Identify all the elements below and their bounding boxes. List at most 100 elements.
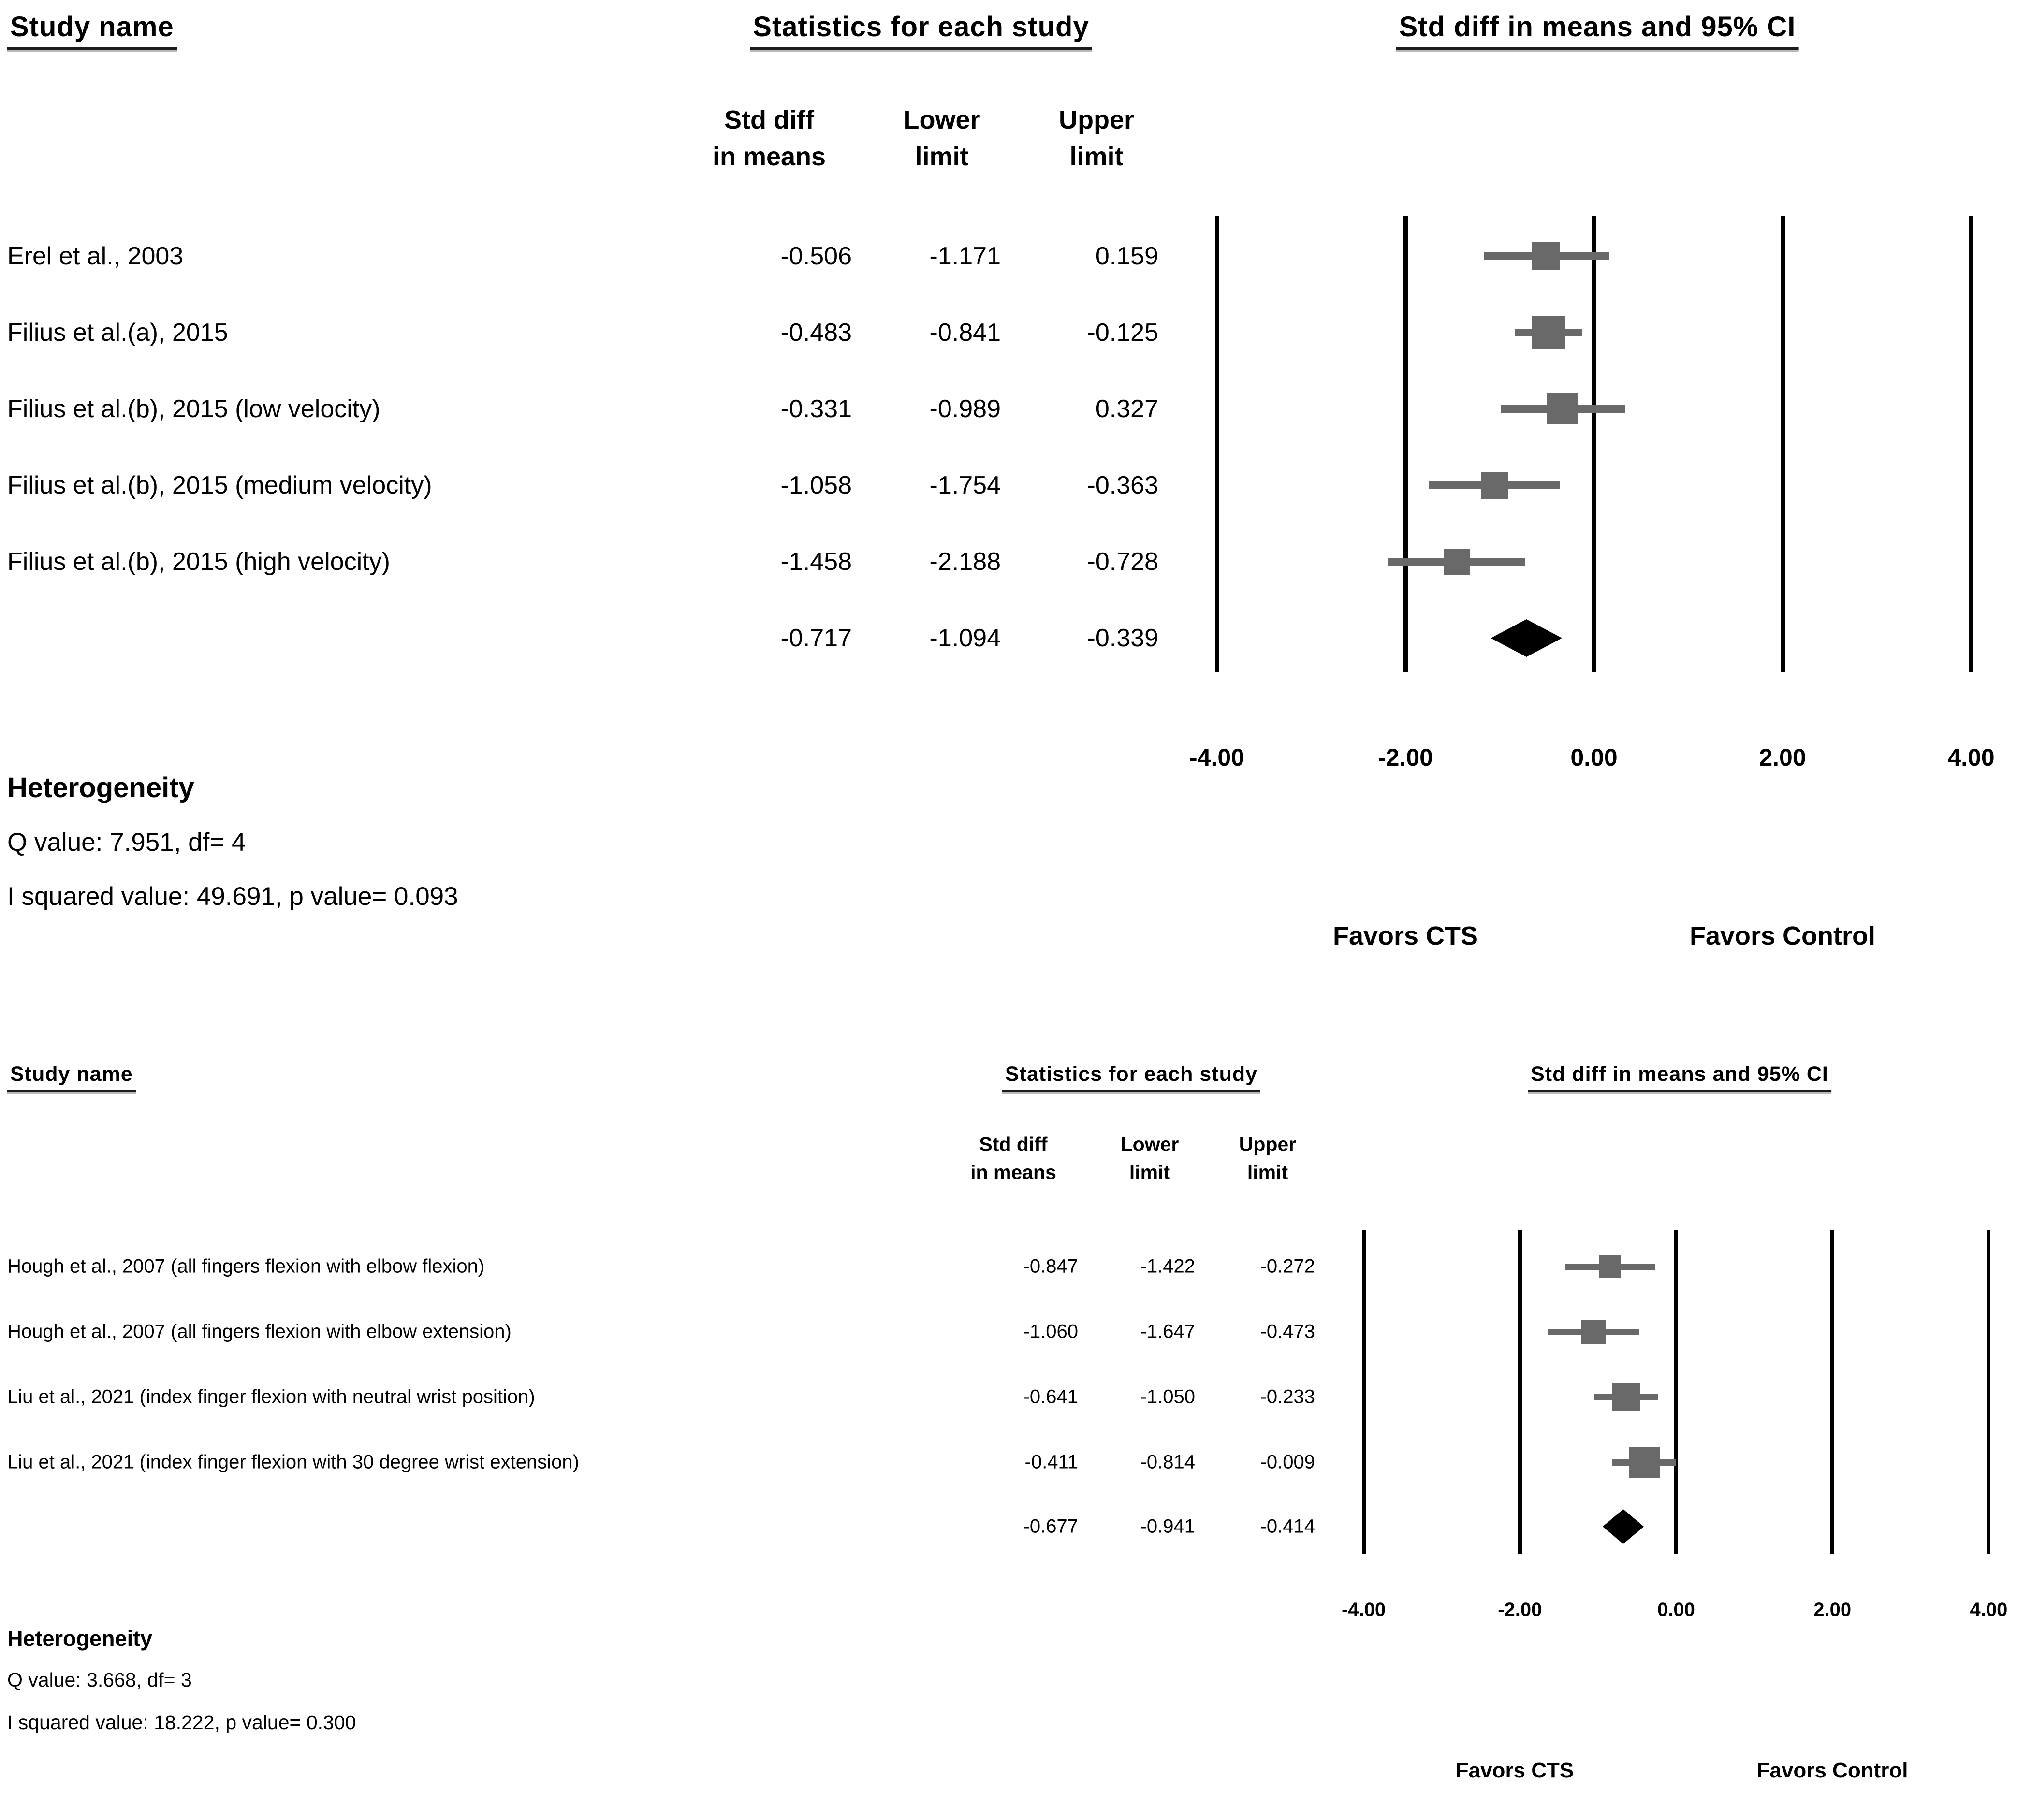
stat-value: -0.233 <box>1260 1386 1315 1408</box>
summary-diamond <box>1602 1509 1644 1544</box>
study-row-label: Liu et al., 2021 (index finger flexion w… <box>7 1451 579 1473</box>
point-estimate-marker <box>1480 472 1508 499</box>
stat-value: -1.060 <box>1023 1321 1078 1342</box>
stat-value: -0.125 <box>1087 319 1158 347</box>
point-estimate-marker <box>1628 1447 1660 1478</box>
stat-value: -0.483 <box>780 319 852 347</box>
plot-gridline <box>1518 1230 1522 1554</box>
study-row-label: Hough et al., 2007 (all fingers flexion … <box>7 1255 485 1277</box>
study-row-label: Filius et al.(b), 2015 (high velocity) <box>7 548 390 576</box>
panel1-favors-left-label: Favors CTS <box>1332 921 1478 950</box>
stat-value: -0.009 <box>1260 1451 1315 1473</box>
point-estimate-marker <box>1532 242 1561 270</box>
stat-value: -0.641 <box>1023 1386 1078 1408</box>
stat-value: -0.272 <box>1260 1255 1315 1277</box>
panel2-statistics-header: Statistics for each study <box>1002 1063 1261 1092</box>
panel1-study-name-header: Study name <box>7 11 177 50</box>
stat-value: 0.159 <box>1095 242 1158 270</box>
x-axis-tick-label: 4.00 <box>1970 1599 2008 1620</box>
panel2-ci-header: Std diff in means and 95% CI <box>1528 1063 1831 1092</box>
panel2-heterogeneity-title: Heterogeneity <box>7 1626 153 1651</box>
stat-column-header: limit <box>1069 142 1124 171</box>
stat-value: -1.050 <box>1140 1386 1195 1408</box>
plot-gridline <box>1987 1230 1991 1554</box>
x-axis-tick-label: 2.00 <box>1813 1599 1852 1620</box>
panel1-favors-right-label: Favors Control <box>1689 921 1876 950</box>
plot-gridline <box>1361 1230 1366 1554</box>
stat-value: 0.327 <box>1095 395 1158 423</box>
x-axis-tick-label: 2.00 <box>1759 744 1806 771</box>
stat-column-header: in means <box>712 142 826 171</box>
panel2-i-squared-line: I squared value: 18.222, p value= 0.300 <box>7 1711 356 1733</box>
study-row-label: Filius et al.(b), 2015 (medium velocity) <box>7 471 432 499</box>
summary-stat-value: -1.094 <box>929 624 1001 652</box>
summary-stat-value: -0.339 <box>1087 624 1158 652</box>
stat-column-header: Upper <box>1058 105 1135 134</box>
x-axis-tick-label: -2.00 <box>1498 1599 1542 1620</box>
plot-gridline <box>1830 1230 1835 1554</box>
point-estimate-marker <box>1547 393 1579 424</box>
plot-gridline <box>1780 216 1785 672</box>
stat-column-header: Upper <box>1239 1133 1297 1155</box>
stat-column-header: limit <box>1247 1161 1288 1183</box>
stat-column-header: Std diff <box>724 105 814 134</box>
point-estimate-marker <box>1443 549 1470 575</box>
summary-stat-value: -0.941 <box>1140 1515 1195 1537</box>
stat-value: -1.171 <box>929 242 1001 270</box>
stat-column-header: Lower <box>1120 1133 1179 1155</box>
x-axis-tick-label: -2.00 <box>1378 744 1433 771</box>
panel2-favors-right-label: Favors Control <box>1756 1759 1908 1782</box>
study-row-label: Filius et al.(a), 2015 <box>7 319 228 347</box>
stat-value: -1.422 <box>1140 1255 1195 1277</box>
study-row-label: Hough et al., 2007 (all fingers flexion … <box>7 1321 512 1342</box>
panel2-q-value-line: Q value: 3.668, df= 3 <box>7 1669 192 1691</box>
summary-diamond <box>1491 619 1562 657</box>
stat-value: -0.989 <box>929 395 1001 423</box>
study-row-label: Erel et al., 2003 <box>7 242 184 270</box>
stat-column-header: Lower <box>903 105 980 134</box>
stat-value: -0.331 <box>780 395 852 423</box>
summary-stat-value: -0.717 <box>780 624 852 652</box>
stat-value: -0.411 <box>1024 1451 1078 1473</box>
stat-column-header: Std diff <box>979 1133 1048 1155</box>
summary-stat-value: -0.677 <box>1023 1515 1078 1537</box>
stat-value: -0.506 <box>780 242 852 270</box>
stat-column-header: in means <box>970 1161 1056 1183</box>
stat-value: -1.647 <box>1140 1321 1195 1342</box>
panel1-q-value-line: Q value: 7.951, df= 4 <box>7 828 246 857</box>
panel1-ci-header: Std diff in means and 95% CI <box>1396 11 1799 50</box>
stat-value: -1.058 <box>780 471 852 499</box>
point-estimate-marker <box>1581 1320 1606 1344</box>
stat-value: -0.473 <box>1260 1321 1315 1342</box>
point-estimate-marker <box>1532 316 1565 349</box>
plot-gridline <box>1674 1230 1678 1554</box>
stat-value: -1.754 <box>929 471 1001 499</box>
stat-value: -1.458 <box>780 548 852 576</box>
panel2-study-name-header: Study name <box>7 1063 136 1092</box>
panel2-favors-left-label: Favors CTS <box>1455 1759 1574 1782</box>
panel1-i-squared-line: I squared value: 49.691, p value= 0.093 <box>7 882 458 911</box>
x-axis-tick-label: 0.00 <box>1657 1599 1695 1620</box>
x-axis-tick-label: 4.00 <box>1947 744 1995 771</box>
point-estimate-marker <box>1612 1383 1640 1411</box>
panel1-heterogeneity-title: Heterogeneity <box>7 772 194 803</box>
stat-value: -0.363 <box>1087 471 1158 499</box>
stat-value: -0.847 <box>1023 1255 1078 1277</box>
stat-value: -2.188 <box>929 548 1001 576</box>
plot-gridline <box>1592 216 1596 672</box>
x-axis-tick-label: -4.00 <box>1189 744 1244 771</box>
plot-gridline <box>1969 216 1973 672</box>
stat-value: -0.728 <box>1087 548 1158 576</box>
stat-column-header: limit <box>1129 1161 1170 1183</box>
stat-value: -0.841 <box>929 319 1001 347</box>
stat-value: -0.814 <box>1140 1451 1195 1473</box>
x-axis-tick-label: -4.00 <box>1342 1599 1386 1620</box>
plot-gridline <box>1214 216 1219 672</box>
study-row-label: Filius et al.(b), 2015 (low velocity) <box>7 395 380 423</box>
stat-column-header: limit <box>915 142 969 171</box>
study-row-label: Liu et al., 2021 (index finger flexion w… <box>7 1386 535 1408</box>
summary-stat-value: -0.414 <box>1260 1515 1315 1537</box>
panel1-statistics-header: Statistics for each study <box>750 11 1092 50</box>
plot-gridline <box>1403 216 1408 672</box>
